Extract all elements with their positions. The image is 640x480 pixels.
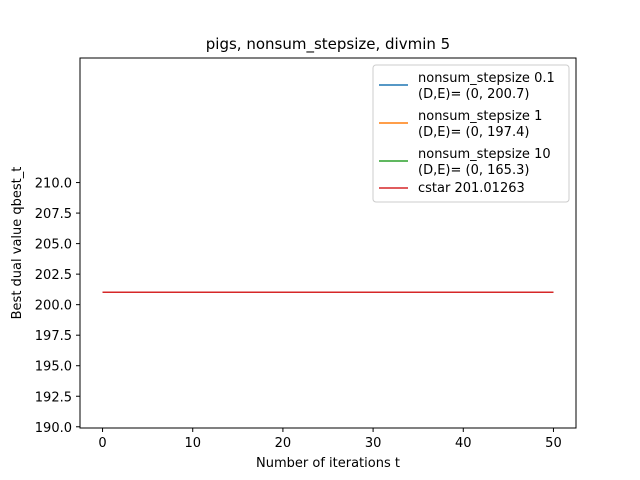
legend-label-3: cstar 201.01263 <box>418 181 525 196</box>
y-axis: 190.0 192.5 195.0 197.5 200.0 202.5 205.0 207.5… <box>35 177 80 436</box>
legend-sublabel-0: (D,E)= (0, 200.7) <box>418 87 529 102</box>
legend-sublabel-2: (D,E)= (0, 165.3) <box>418 163 529 178</box>
chart-title: pigs, nonsum_stepsize, divmin 5 <box>206 35 450 54</box>
x-tick-label: 0 <box>98 436 106 451</box>
x-tick-label: 40 <box>455 436 472 451</box>
x-axis: 0 10 20 30 40 50 <box>98 428 562 451</box>
x-tick-label: 50 <box>545 436 562 451</box>
y-tick-label: 202.5 <box>35 268 72 283</box>
x-tick-label: 20 <box>275 436 292 451</box>
y-tick-label: 210.0 <box>35 177 72 192</box>
y-tick-label: 190.0 <box>35 421 72 436</box>
legend-label-1: nonsum_stepsize 1 <box>418 109 542 124</box>
legend-label-2: nonsum_stepsize 10 <box>418 147 551 162</box>
y-axis-label: Best dual value qbest_t <box>10 167 25 320</box>
x-axis-label: Number of iterations t <box>256 456 400 471</box>
legend: nonsum_stepsize 0.1(D,E)= (0, 200.7) nons… <box>372 64 570 203</box>
legend-label-0: nonsum_stepsize 0.1 <box>418 71 555 86</box>
y-tick-label: 205.0 <box>35 238 72 253</box>
y-tick-label: 200.0 <box>35 299 72 314</box>
y-tick-label: 207.5 <box>35 207 72 222</box>
legend-box <box>372 64 570 203</box>
plot-frame <box>79 57 577 429</box>
x-tick-label: 30 <box>365 436 382 451</box>
y-tick-label: 192.5 <box>35 390 72 405</box>
x-tick-label: 10 <box>184 436 201 451</box>
legend-sublabel-1: (D,E)= (0, 197.4) <box>418 125 529 140</box>
y-tick-label: 197.5 <box>35 329 72 344</box>
y-tick-label: 195.0 <box>35 360 72 375</box>
